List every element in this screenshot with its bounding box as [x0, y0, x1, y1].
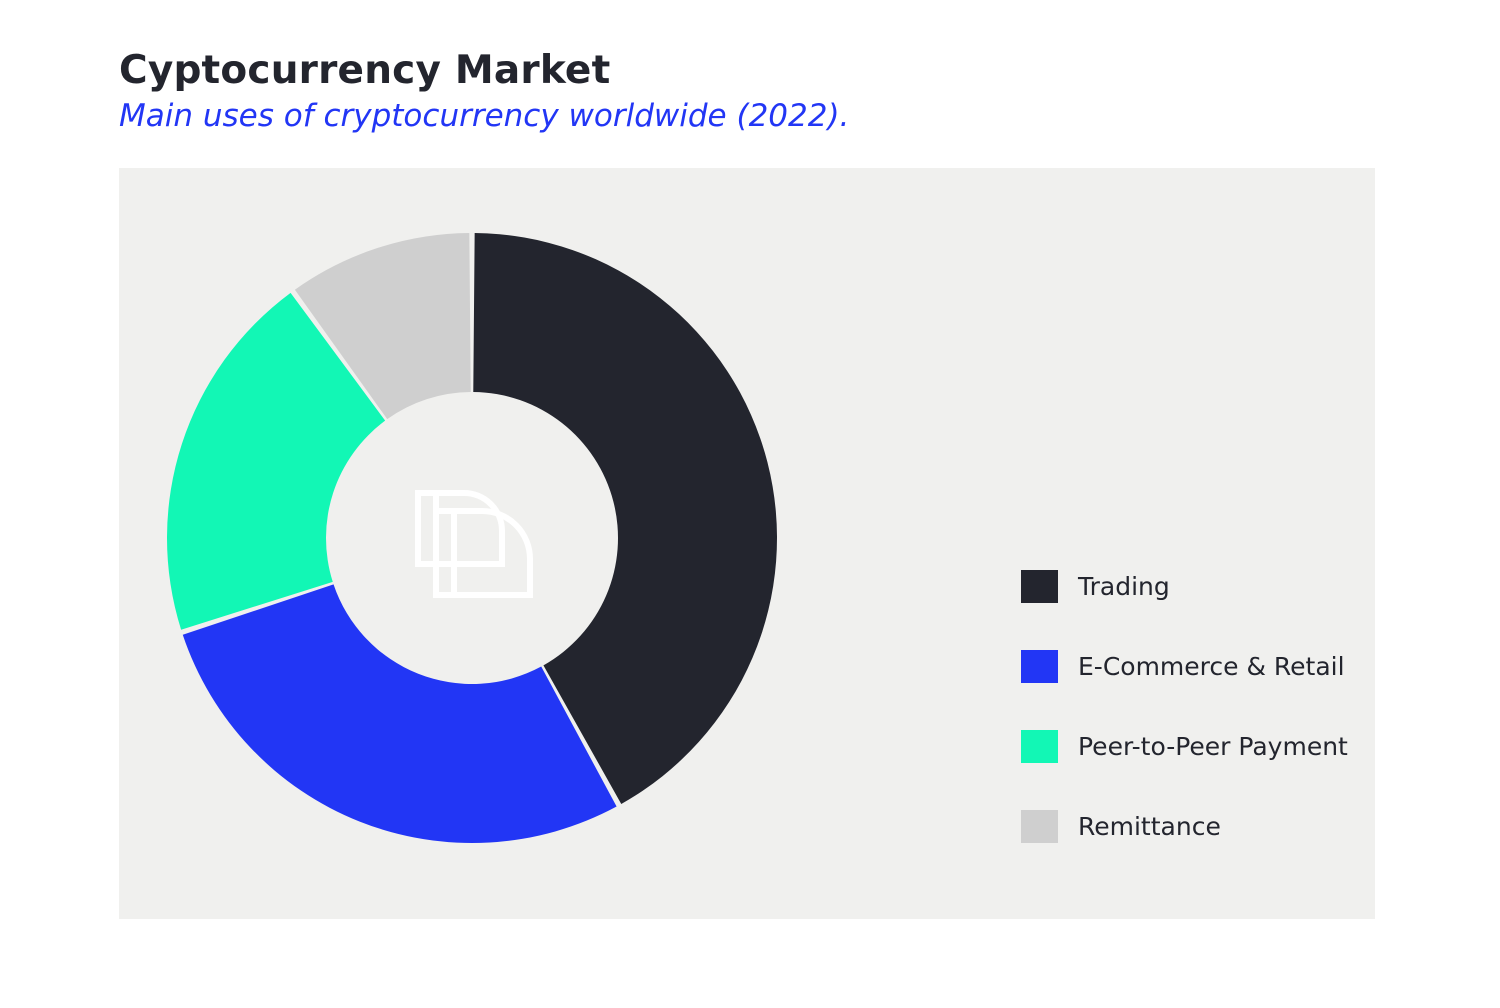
slice-trading	[473, 233, 777, 804]
legend-label: Trading	[1078, 572, 1170, 601]
chart-title: Cyptocurrency Market	[119, 48, 611, 93]
legend-item-peer-to-peer-payment: Peer-to-Peer Payment	[1021, 730, 1348, 763]
legend-swatch	[1021, 570, 1058, 603]
legend-label: Peer-to-Peer Payment	[1078, 732, 1348, 761]
slice-peer-to-peer-payment	[167, 292, 386, 630]
donut-slices	[167, 233, 777, 843]
slice-e-commerce-retail	[182, 584, 617, 843]
slice-remittance	[294, 233, 471, 420]
donut-chart	[167, 233, 777, 843]
chart-panel: Trading E-Commerce & Retail Peer-to-Peer…	[119, 168, 1375, 919]
chart-legend: Trading E-Commerce & Retail Peer-to-Peer…	[1021, 570, 1348, 890]
legend-item-remittance: Remittance	[1021, 810, 1348, 843]
legend-swatch	[1021, 650, 1058, 683]
logo-mark-icon	[415, 490, 533, 598]
legend-swatch	[1021, 730, 1058, 763]
legend-item-trading: Trading	[1021, 570, 1348, 603]
legend-label: E-Commerce & Retail	[1078, 652, 1345, 681]
legend-swatch	[1021, 810, 1058, 843]
legend-item-e-commerce-retail: E-Commerce & Retail	[1021, 650, 1348, 683]
chart-subtitle: Main uses of cryptocurrency worldwide (2…	[119, 98, 850, 134]
legend-label: Remittance	[1078, 812, 1221, 841]
